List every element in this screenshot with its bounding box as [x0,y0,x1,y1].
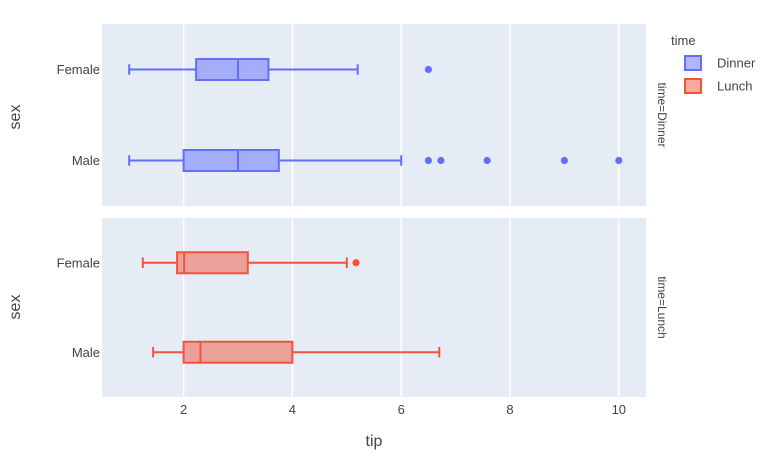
box-lunch-female [141,251,360,275]
y-tick-label-female: Female [57,62,100,77]
x-tick-label-2: 2 [180,402,187,417]
legend-title: time [671,33,696,48]
outlier-point [424,65,432,74]
facet-label-lunch: time=Lunch [655,276,669,338]
box-iqr [182,149,280,172]
box-iqr [182,340,294,364]
box-dinner-female [128,58,432,81]
outlier-point [483,156,491,165]
facet-label-dinner: time=Dinner [655,82,669,147]
y-axis-title-bottom: sex [7,295,24,320]
box-lunch-male [152,340,441,364]
outlier-point [437,156,445,165]
legend-item-dinner: Dinner [684,55,756,71]
legend-label: Dinner [717,56,756,71]
facet-lunch: Male Female time=Lunch [57,218,669,397]
x-tick-label-4: 4 [289,402,296,417]
legend-item-lunch: Lunch [684,78,752,94]
y-tick-label-male: Male [72,345,100,360]
x-tick-label-8: 8 [506,402,513,417]
outlier-point [352,259,360,267]
legend-label: Lunch [717,79,752,94]
plot-background [102,24,646,206]
y-tick-label-male: Male [72,153,100,168]
box-iqr [195,58,270,81]
outlier-point [615,156,623,165]
y-tick-label-female: Female [57,255,100,270]
legend: time Dinner Lunch [671,33,756,94]
x-tick-label-6: 6 [398,402,405,417]
legend-swatch [684,78,702,94]
plot-background [102,218,646,397]
x-axis-title: tip [366,433,383,450]
box-iqr [176,251,249,275]
outlier-point [424,156,432,165]
legend-swatch [684,55,702,71]
outlier-point [560,156,569,165]
box-dinner-male [128,149,623,172]
facet-panels: Male Female time=Dinner Male Female time=Lunc… [57,24,669,397]
facet-dinner: Male Female time=Dinner [57,24,669,206]
x-axis-ticks: 2 4 6 8 10 [180,402,626,417]
y-axis-title-top: sex [7,105,24,130]
x-tick-label-10: 10 [612,402,626,417]
